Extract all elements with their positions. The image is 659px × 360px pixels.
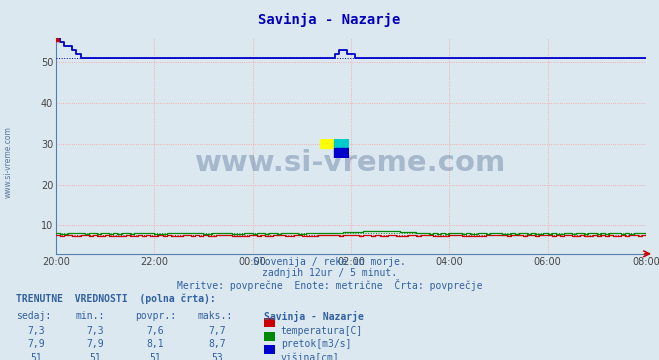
Text: www.si-vreme.com: www.si-vreme.com [195,149,507,177]
Text: 53: 53 [212,353,223,360]
Text: povpr.:: povpr.: [135,311,176,321]
Text: min.:: min.: [76,311,105,321]
Text: Savinja - Nazarje: Savinja - Nazarje [258,13,401,27]
Text: www.si-vreme.com: www.si-vreme.com [3,126,13,198]
Text: sedaj:: sedaj: [16,311,51,321]
Text: 7,7: 7,7 [209,326,226,336]
Text: 7,3: 7,3 [28,326,45,336]
Text: Slovenija / reke in morje.: Slovenija / reke in morje. [253,257,406,267]
Bar [334,148,349,158]
Text: 51: 51 [149,353,161,360]
Text: 7,3: 7,3 [87,326,104,336]
Text: zadnjih 12ur / 5 minut.: zadnjih 12ur / 5 minut. [262,268,397,278]
Text: višina[cm]: višina[cm] [281,353,339,360]
Bar [334,139,349,148]
Text: pretok[m3/s]: pretok[m3/s] [281,339,351,350]
Text: maks.:: maks.: [198,311,233,321]
Text: 51: 51 [30,353,42,360]
Text: 7,9: 7,9 [28,339,45,350]
Text: temperatura[C]: temperatura[C] [281,326,363,336]
Bar [320,139,334,148]
Text: 8,7: 8,7 [209,339,226,350]
Text: 7,6: 7,6 [146,326,163,336]
Text: 8,1: 8,1 [146,339,163,350]
Text: 51: 51 [90,353,101,360]
Text: 7,9: 7,9 [87,339,104,350]
Text: Savinja - Nazarje: Savinja - Nazarje [264,311,364,322]
Text: Meritve: povprečne  Enote: metrične  Črta: povprečje: Meritve: povprečne Enote: metrične Črta:… [177,279,482,291]
Text: TRENUTNE  VREDNOSTI  (polna črta):: TRENUTNE VREDNOSTI (polna črta): [16,293,216,304]
